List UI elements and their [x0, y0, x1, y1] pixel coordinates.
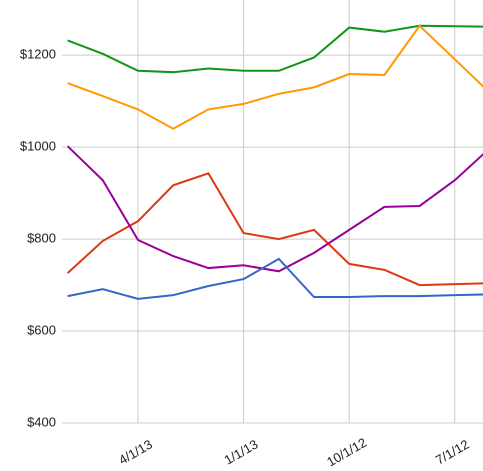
- series-line: [66, 172, 483, 287]
- series-line: [67, 24, 483, 74]
- y-tick-label: $1000: [20, 139, 56, 154]
- y-tick-label: $800: [27, 231, 56, 246]
- y-tick-label: $600: [27, 322, 56, 337]
- plot: [66, 24, 483, 300]
- x-tick-label: 1/1/13: [222, 437, 261, 468]
- series-line: [67, 24, 483, 130]
- series-line: [67, 257, 483, 300]
- series-line: [66, 145, 483, 273]
- y-tick-label: $1200: [20, 47, 56, 62]
- grid: [62, 0, 483, 424]
- x-tick-label: 4/1/13: [116, 437, 155, 468]
- labels: $400 $600 $800 $1000 $1200 4/1/13 1/1/13 10/1/1…: [20, 47, 472, 470]
- y-tick-label: $400: [27, 414, 56, 429]
- x-tick-label: 7/1/12: [433, 437, 472, 468]
- x-tick-label: 10/1/12: [324, 435, 369, 470]
